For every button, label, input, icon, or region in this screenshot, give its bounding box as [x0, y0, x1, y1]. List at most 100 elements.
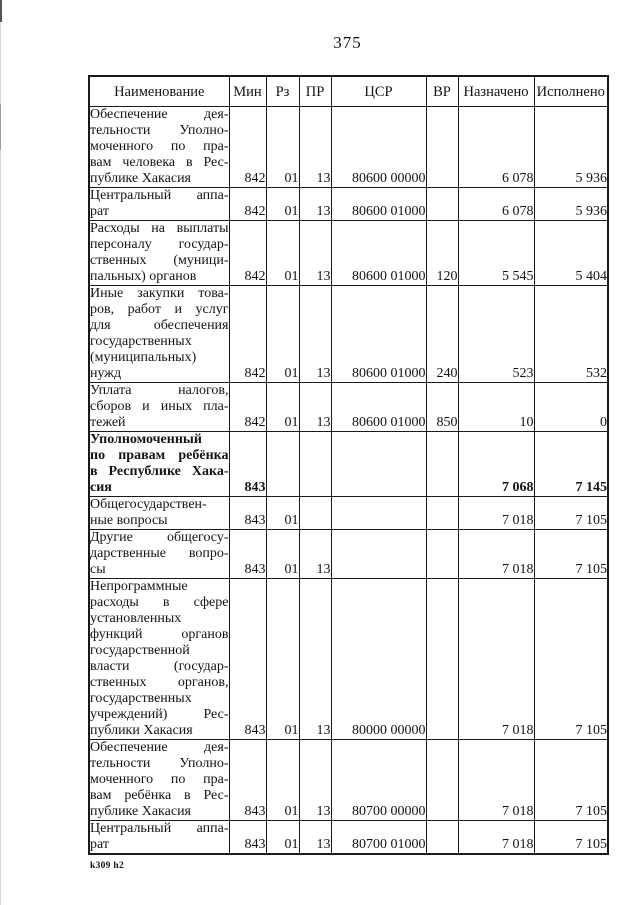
name-line: нужд	[90, 366, 122, 381]
cell-min: 843	[228, 739, 267, 821]
name-line: Иные закупки това-	[90, 286, 229, 302]
table-row: Общегосударствен-ные вопросы 843 01 7 018 7 …	[88, 496, 609, 530]
name-line: государственных	[90, 334, 192, 349]
cell-min: 843	[228, 529, 267, 579]
cell-csr: 80600 01000	[330, 220, 427, 286]
name-line: в Республике Хака-	[90, 464, 229, 479]
cell-pr: 13	[298, 187, 332, 221]
name-line: Расходы на выплаты	[90, 221, 229, 237]
cell-ispolneno: 7 105	[533, 739, 609, 821]
name-line: сборов и иных пла-	[90, 399, 229, 414]
name-line: пальных) органов	[90, 269, 197, 284]
cell-naznacheno: 523	[457, 285, 535, 383]
name-line: власти (государ-	[90, 659, 229, 674]
cell-min: 843	[228, 820, 267, 855]
name-line: Уплата налогов,	[90, 383, 229, 399]
column-header-csr: ЦСР	[330, 75, 427, 107]
cell-pr: 13	[298, 739, 332, 821]
table-row: Уплата налогов, сборов и иных пла-тежей 84…	[88, 382, 609, 432]
name-line: сы	[90, 562, 106, 577]
name-line: расходы в сфере	[90, 595, 229, 610]
table-row: Другие общегосу-дарственные вопро-сы 843 0…	[88, 529, 609, 579]
cell-pr: 13	[298, 285, 332, 383]
cell-csr	[330, 529, 427, 579]
cell-name: Центральный аппа-рат	[88, 187, 230, 221]
cell-vr	[425, 820, 459, 855]
name-line: Центральный аппа-	[90, 188, 229, 204]
cell-name: Иные закупки това-ров, работ и услуг для …	[88, 285, 230, 383]
name-line: Уполномоченный	[90, 432, 202, 448]
name-line: функций органов	[90, 627, 229, 642]
cell-ispolneno: 0	[533, 382, 609, 432]
column-header-ispolneno: Исполнено	[533, 75, 609, 107]
cell-pr: 13	[298, 220, 332, 286]
name-line: для обеспечения	[90, 318, 229, 333]
name-line: рат	[90, 837, 109, 852]
cell-min: 843	[228, 431, 267, 497]
cell-ispolneno: 5 936	[533, 187, 609, 221]
cell-pr: 13	[298, 820, 332, 855]
name-line: (муниципальных)	[90, 350, 197, 365]
cell-naznacheno: 7 018	[457, 578, 535, 740]
cell-csr: 80000 00000	[330, 578, 427, 740]
table-row: Центральный аппа-рат 843 01 13 80700 01000 7 …	[88, 820, 609, 855]
cell-rz: 01	[265, 578, 300, 740]
cell-name: Непрограммные расходы в сфере установленны…	[88, 578, 230, 740]
footer-code: k309 h2	[90, 861, 125, 871]
cell-pr: 13	[298, 106, 332, 188]
cell-csr: 80600 01000	[330, 285, 427, 383]
cell-vr	[425, 739, 459, 821]
cell-pr	[298, 431, 332, 497]
cell-min: 842	[228, 106, 267, 188]
cell-ispolneno: 5 404	[533, 220, 609, 286]
cell-vr	[425, 529, 459, 579]
name-line: вам ребёнка в Рес-	[90, 788, 229, 803]
column-header-vr: ВР	[425, 75, 459, 107]
cell-naznacheno: 7 018	[457, 529, 535, 579]
name-line: сия	[90, 480, 112, 495]
column-header-pr: ПР	[298, 75, 332, 107]
name-line: вам человека в Рес-	[90, 155, 229, 170]
cell-vr: 850	[425, 382, 459, 432]
cell-min: 842	[228, 187, 267, 221]
name-line: установленных	[90, 611, 182, 626]
cell-name: Уплата налогов, сборов и иных пла-тежей	[88, 382, 230, 432]
cell-rz: 01	[265, 285, 300, 383]
cell-min: 842	[228, 382, 267, 432]
cell-naznacheno: 6 078	[457, 106, 535, 188]
table-row: Уполномоченный по правам ребёнка в Республ…	[88, 431, 609, 497]
name-line: тельности Уполно-	[90, 123, 229, 138]
cell-min: 843	[228, 578, 267, 740]
cell-name: Расходы на выплаты персоналу государ-стве…	[88, 220, 230, 286]
cell-csr: 80600 00000	[330, 106, 427, 188]
name-line: ров, работ и услуг	[90, 302, 229, 317]
name-line: Непрограммные	[90, 579, 188, 595]
name-line: публике Хакасия	[90, 171, 192, 186]
cell-vr	[425, 431, 459, 497]
cell-naznacheno: 5 545	[457, 220, 535, 286]
cell-name: Центральный аппа-рат	[88, 820, 230, 855]
column-header-rz: Рз	[265, 75, 300, 107]
name-line: ные вопросы	[90, 513, 168, 528]
cell-rz: 01	[265, 529, 300, 579]
table-row: Обеспечение дея-тельности Уполно-моченно…	[88, 739, 609, 821]
name-line: Обеспечение дея-	[90, 740, 229, 756]
cell-rz: 01	[265, 187, 300, 221]
scan-artifact-top-left	[0, 0, 2, 22]
column-header-name: Наименование	[88, 75, 230, 107]
cell-vr	[425, 106, 459, 188]
cell-min: 843	[228, 496, 267, 530]
name-line: ственных органов,	[90, 675, 229, 690]
name-line: по правам ребёнка	[90, 448, 229, 463]
cell-pr: 13	[298, 578, 332, 740]
name-line: рат	[90, 204, 109, 219]
name-line: Другие общегосу-	[90, 530, 229, 546]
cell-vr	[425, 496, 459, 530]
name-line: учреждений) Рес-	[90, 707, 229, 722]
cell-min: 842	[228, 285, 267, 383]
cell-naznacheno: 7 018	[457, 820, 535, 855]
cell-rz: 01	[265, 496, 300, 530]
cell-ispolneno: 5 936	[533, 106, 609, 188]
cell-rz: 01	[265, 382, 300, 432]
